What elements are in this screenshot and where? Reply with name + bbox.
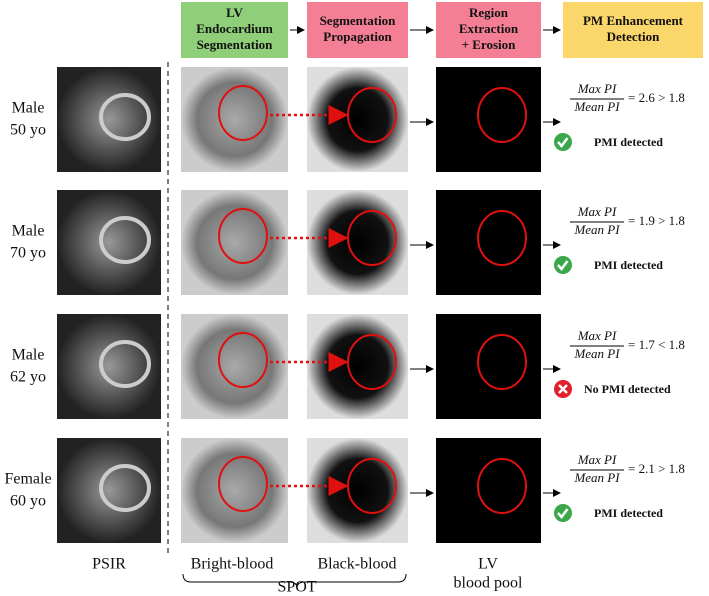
denominator: Mean PI (573, 346, 620, 361)
contour (218, 208, 268, 264)
brace (182, 573, 407, 589)
result-glyph (558, 384, 568, 394)
step-label: Extraction (459, 21, 519, 36)
step-box (436, 2, 541, 58)
contour (218, 456, 268, 512)
result: No PMI detected (584, 382, 671, 396)
heart (99, 93, 151, 141)
column-label: Black-blood (317, 556, 396, 573)
row-label: 60 yo (10, 493, 46, 510)
contour (218, 85, 268, 141)
step-label: + Erosion (462, 37, 517, 52)
column-label: Bright-blood (191, 556, 274, 573)
contour (477, 87, 527, 143)
bright-image (181, 190, 288, 295)
black-image (307, 67, 408, 172)
heart (99, 464, 151, 512)
numerator: Max PI (577, 204, 617, 219)
step-label: Segmentation (320, 13, 397, 28)
step-label: LV (226, 5, 243, 20)
psir-image (57, 314, 161, 419)
psir-image (57, 438, 161, 543)
lv-image (436, 314, 541, 419)
column-label: PSIR (92, 556, 126, 573)
contour (477, 334, 527, 390)
step-label: Segmentation (197, 37, 274, 52)
row-label: 70 yo (10, 245, 46, 262)
step-label: PM Enhancement (583, 13, 684, 28)
result: PMI detected (594, 135, 663, 149)
step-box (307, 2, 408, 58)
contour (477, 210, 527, 266)
step-label: Propagation (323, 29, 392, 44)
denominator: Mean PI (573, 99, 620, 114)
row-label: Male (12, 223, 45, 240)
lv-image (436, 190, 541, 295)
heart (99, 216, 151, 264)
comparison: = 2.6 > 1.8 (628, 90, 685, 105)
contour (477, 458, 527, 514)
row-label: Female (4, 471, 51, 488)
step-label: Region (469, 5, 509, 20)
numerator: Max PI (577, 81, 617, 96)
result-glyph (557, 137, 569, 148)
numerator: Max PI (577, 452, 617, 467)
result: PMI detected (594, 258, 663, 272)
heart (99, 340, 151, 388)
result-glyph (557, 508, 569, 519)
step-box (563, 2, 703, 58)
column-label: LV (478, 556, 498, 573)
step-label: Endocardium (196, 21, 273, 36)
bright-image (181, 67, 288, 172)
black-image (307, 190, 408, 295)
lv-image (436, 67, 541, 172)
denominator: Mean PI (573, 222, 620, 237)
column-label: blood pool (454, 575, 523, 592)
lv-image (436, 438, 541, 543)
row-label: Male (12, 347, 45, 364)
step-label: Detection (607, 29, 660, 44)
black-image (307, 438, 408, 543)
bright-image (181, 314, 288, 419)
contour (218, 332, 268, 388)
denominator: Mean PI (573, 470, 620, 485)
result-glyph (557, 260, 569, 271)
black-image (307, 314, 408, 419)
result: PMI detected (594, 506, 663, 520)
row-label: 62 yo (10, 369, 46, 386)
psir-image (57, 67, 161, 172)
step-box (181, 2, 288, 58)
row-label: Male (12, 100, 45, 117)
comparison: = 1.7 < 1.8 (628, 337, 685, 352)
comparison: = 2.1 > 1.8 (628, 461, 685, 476)
comparison: = 1.9 > 1.8 (628, 213, 685, 228)
bright-image (181, 438, 288, 543)
numerator: Max PI (577, 328, 617, 343)
psir-image (57, 190, 161, 295)
row-label: 50 yo (10, 122, 46, 139)
group-label: SPOT (277, 579, 316, 596)
